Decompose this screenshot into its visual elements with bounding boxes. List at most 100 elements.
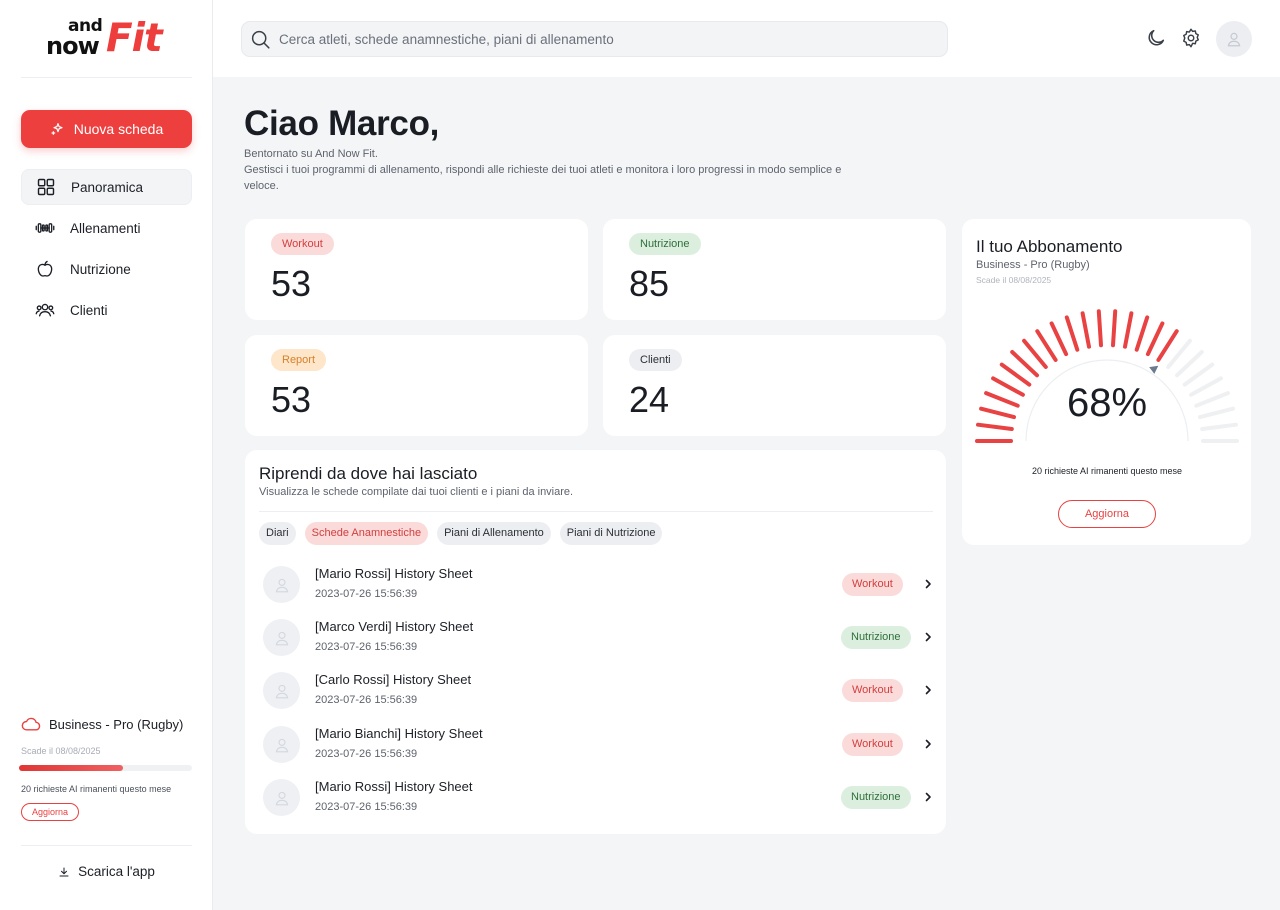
stat-value: 53 (271, 379, 312, 420)
resume-card: Riprendi da dove hai lasciato Visualizza… (245, 450, 946, 834)
gauge-tick-empty (1175, 350, 1204, 378)
sparkle-icon (51, 123, 63, 135)
gauge-tick-filled (1064, 315, 1080, 352)
stat-value: 24 (629, 379, 670, 420)
plan-progress-fill (19, 765, 123, 771)
stat-card-report[interactable]: Report 53 (245, 335, 588, 436)
user-icon (275, 738, 288, 752)
sidebar: and now Fit Nuova scheda Panoramica Alle… (0, 0, 213, 910)
sheet-date: 2023-07-26 15:56:39 (315, 641, 418, 653)
sheet-title: [Mario Rossi] History Sheet (315, 779, 473, 794)
subscription-card: Il tuo Abbonamento Business - Pro (Rugby… (962, 219, 1251, 545)
dumbbell-icon (35, 223, 55, 233)
gauge-tick-filled (1156, 329, 1179, 362)
sidebar-item-nutrizione[interactable]: Nutrizione (21, 251, 192, 287)
sidebar-item-panoramica[interactable]: Panoramica (21, 169, 192, 205)
logo-now: now (46, 32, 100, 60)
avatar (263, 566, 300, 603)
avatar (263, 672, 300, 709)
chevron-right-icon[interactable] (922, 738, 934, 750)
stat-badge: Clienti (629, 349, 682, 371)
list-item[interactable]: [Marco Verdi] History Sheet 2023-07-26 1… (259, 611, 935, 664)
plan-progress-bar (19, 765, 192, 771)
chevron-right-icon[interactable] (922, 631, 934, 643)
tab-diari[interactable]: Diari (259, 522, 296, 545)
status-badge: Nutrizione (841, 786, 911, 809)
avatar (263, 726, 300, 763)
tab-piani-allenamento[interactable]: Piani di Allenamento (437, 522, 551, 545)
subscription-plan: Business - Pro (Rugby) (976, 259, 1090, 271)
sheet-date: 2023-07-26 15:56:39 (315, 748, 418, 760)
chevron-right-icon[interactable] (922, 791, 934, 803)
sidebar-item-clienti[interactable]: Clienti (21, 292, 192, 328)
plan-requests: 20 richieste AI rimanenti questo mese (21, 784, 172, 794)
gauge-tick-filled (1049, 321, 1069, 357)
plan-name: Business - Pro (Rugby) (49, 716, 184, 732)
dark-mode-toggle[interactable] (1145, 27, 1167, 49)
user-icon (275, 631, 288, 645)
gauge-tick-filled (979, 406, 1016, 420)
avatar (263, 619, 300, 656)
logo-fit: Fit (106, 16, 163, 61)
avatar (263, 779, 300, 816)
gauge-tick-filled (1035, 329, 1058, 362)
greeting-line-1: Bentornato su And Now Fit. (244, 148, 378, 160)
user-avatar[interactable] (1216, 21, 1252, 57)
users-icon (35, 303, 55, 317)
user-icon (1227, 32, 1241, 47)
stat-badge: Report (271, 349, 327, 371)
usage-gauge (975, 309, 1239, 443)
subscription-expiry: Scade il 08/08/2025 (976, 275, 1052, 285)
greeting-line-2: Gestisci i tuoi programmi di allenamento… (244, 164, 842, 192)
resume-subtitle: Visualizza le schede compilate dai tuoi … (259, 486, 574, 498)
cloud-icon (21, 717, 41, 731)
tab-schede-anamnestiche[interactable]: Schede Anamnestiche (304, 522, 429, 545)
settings-button[interactable] (1180, 27, 1202, 49)
sheet-title: [Mario Rossi] History Sheet (315, 566, 473, 581)
stat-card-nutrizione[interactable]: Nutrizione 85 (603, 219, 946, 320)
stat-value: 85 (629, 263, 670, 304)
subscription-upgrade-button[interactable]: Aggiorna (1058, 500, 1156, 528)
download-app-link[interactable]: Scarica l'app (0, 864, 213, 879)
stat-badge: Nutrizione (629, 233, 701, 255)
list-item[interactable]: [Mario Rossi] History Sheet 2023-07-26 1… (259, 558, 935, 611)
sidebar-divider (21, 77, 192, 78)
chevron-right-icon[interactable] (922, 684, 934, 696)
topbar (213, 0, 1280, 77)
chevron-right-icon[interactable] (922, 578, 934, 590)
plan-upgrade-button[interactable]: Aggiorna (21, 803, 80, 821)
sidebar-item-allenamenti[interactable]: Allenamenti (21, 210, 192, 246)
gauge-tick-filled (1080, 311, 1091, 349)
new-sheet-label: Nuova scheda (73, 121, 164, 137)
gauge-tick-filled (1096, 309, 1103, 348)
resume-title: Riprendi da dove hai lasciato (259, 464, 478, 483)
gauge-tick-filled (1145, 321, 1165, 357)
list-item[interactable]: [Mario Rossi] History Sheet 2023-07-26 1… (259, 771, 935, 824)
stat-card-clienti[interactable]: Clienti 24 (603, 335, 946, 436)
search-bar[interactable] (241, 21, 948, 57)
tab-piani-nutrizione[interactable]: Piani di Nutrizione (559, 522, 663, 545)
status-badge: Workout (842, 733, 903, 756)
status-badge: Workout (842, 679, 903, 702)
search-input[interactable] (279, 31, 919, 47)
apple-icon (37, 260, 53, 277)
sheet-title: [Marco Verdi] History Sheet (315, 619, 474, 634)
gauge-tick-empty (1200, 422, 1238, 431)
gauge-tick-filled (1134, 315, 1150, 352)
list-item[interactable]: [Carlo Rossi] History Sheet 2023-07-26 1… (259, 664, 935, 717)
gauge-tick-filled (1123, 311, 1134, 349)
grid-icon (37, 178, 55, 196)
brand-logo[interactable]: and now Fit (46, 18, 170, 60)
resume-tabs: Diari Schede Anamnestiche Piani di Allen… (259, 522, 663, 545)
gauge-requests: 20 richieste AI rimanenti questo mese (1031, 466, 1183, 476)
user-icon (275, 578, 288, 592)
list-item[interactable]: [Mario Bianchi] History Sheet 2023-07-26… (259, 718, 935, 771)
stat-card-workout[interactable]: Workout 53 (245, 219, 588, 320)
gauge-tick-filled (1022, 338, 1048, 369)
gauge-inner-arc (1025, 359, 1189, 442)
sidebar-item-label: Allenamenti (70, 220, 141, 236)
gauge-percent: 68% (1066, 381, 1148, 425)
plan-expiry: Scade il 08/08/2025 (21, 746, 101, 756)
gauge-tick-filled (976, 422, 1014, 431)
new-sheet-button[interactable]: Nuova scheda (21, 110, 192, 148)
